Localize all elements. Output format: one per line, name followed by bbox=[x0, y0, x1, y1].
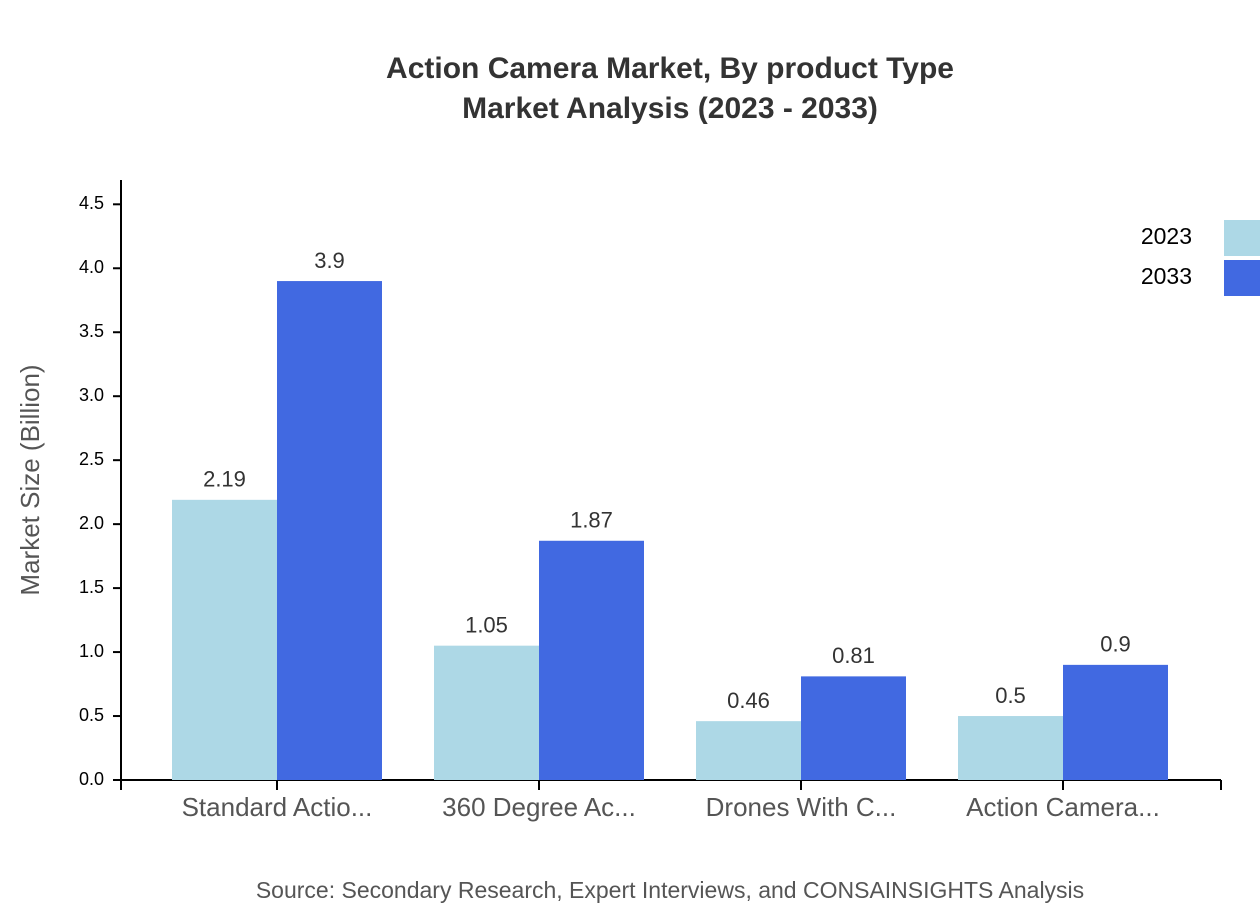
y-tick-label: 2.0 bbox=[79, 513, 104, 533]
y-tick-label: 3.5 bbox=[79, 321, 104, 341]
bar bbox=[958, 716, 1063, 780]
bar bbox=[539, 540, 644, 780]
data-label: 0.81 bbox=[832, 643, 875, 668]
y-tick-label: 1.0 bbox=[79, 641, 104, 661]
x-tick-label: 360 Degree Ac... bbox=[442, 792, 636, 822]
bar bbox=[696, 721, 801, 780]
data-label: 1.87 bbox=[570, 508, 613, 533]
y-tick-label: 2.5 bbox=[79, 449, 104, 469]
y-tick-label: 0.5 bbox=[79, 705, 104, 725]
y-tick-label: 3.0 bbox=[79, 385, 104, 405]
x-tick-label: Action Camera... bbox=[966, 792, 1160, 822]
y-tick-label: 4.0 bbox=[79, 257, 104, 277]
y-tick-label: 4.5 bbox=[79, 193, 104, 213]
bar bbox=[172, 499, 277, 780]
data-label: 2.19 bbox=[203, 467, 246, 492]
y-tick-label: 1.5 bbox=[79, 577, 104, 597]
chart-subtitle: Market Analysis (2023 - 2033) bbox=[462, 92, 878, 125]
data-label: 0.9 bbox=[1100, 632, 1131, 657]
source: Source: Secondary Research, Expert Inter… bbox=[256, 877, 1084, 903]
legend-swatch bbox=[1224, 220, 1260, 256]
x-tick-label: Standard Actio... bbox=[182, 792, 373, 822]
bar bbox=[1063, 664, 1168, 780]
data-label: 3.9 bbox=[314, 248, 345, 273]
data-label: 0.46 bbox=[727, 688, 770, 713]
y-axis-label: Market Size (Billion) bbox=[15, 364, 45, 595]
bar bbox=[277, 281, 382, 780]
legend-label: 2033 bbox=[1141, 263, 1192, 289]
y-tick-label: 0.0 bbox=[79, 769, 104, 789]
bar bbox=[434, 645, 539, 780]
legend-label: 2023 bbox=[1141, 223, 1192, 249]
bar bbox=[801, 676, 906, 780]
data-label: 0.5 bbox=[995, 683, 1026, 708]
legend-swatch bbox=[1224, 260, 1260, 296]
data-label: 1.05 bbox=[465, 612, 508, 637]
x-tick-label: Drones With C... bbox=[706, 792, 897, 822]
chart-title: Action Camera Market, By product Type bbox=[386, 52, 954, 85]
